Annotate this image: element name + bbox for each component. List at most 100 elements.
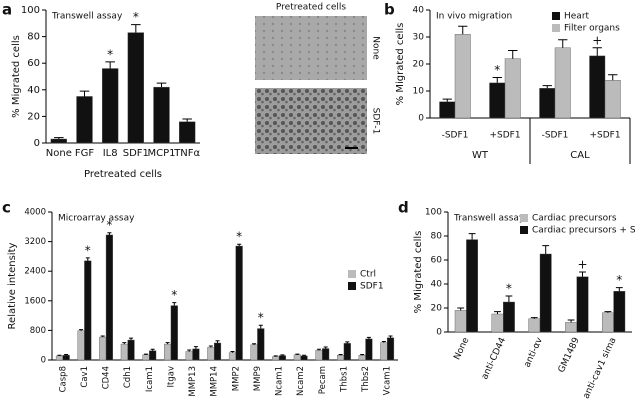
x-tick-label: Casp8 <box>58 366 68 392</box>
error-bar <box>79 329 84 331</box>
bar <box>503 301 515 333</box>
error-bar <box>150 348 155 351</box>
bar <box>454 34 471 119</box>
error-bar <box>64 353 69 356</box>
bar <box>127 32 144 144</box>
error-bar <box>323 346 328 349</box>
error-bar <box>237 243 242 247</box>
error-bar <box>542 85 552 89</box>
x-tick-label: Thbs1 <box>339 366 349 393</box>
x-tick-label: Pecam <box>318 366 328 394</box>
chart-title: Microarray assay <box>58 214 135 224</box>
y-tick-label: 10 <box>413 87 425 97</box>
bar <box>153 86 170 144</box>
error-bar <box>131 24 141 33</box>
y-tick-label: 40 <box>27 85 40 96</box>
error-bar <box>85 257 90 261</box>
legend-label: Ctrl <box>360 270 376 280</box>
chart-title: Transwell assay <box>453 214 525 224</box>
significance-marker: * <box>494 63 500 77</box>
y-tick-label: 20 <box>431 304 443 314</box>
bar <box>77 330 85 361</box>
y-tick-label: 100 <box>425 208 442 218</box>
bar <box>257 328 265 361</box>
error-bar <box>508 50 518 59</box>
bar <box>102 68 119 144</box>
error-bar <box>530 317 538 319</box>
bar <box>192 348 200 361</box>
legend-swatch <box>520 226 528 234</box>
x-tick-label: CD44 <box>102 366 112 389</box>
error-bar <box>57 354 62 356</box>
significance-marker: * <box>616 273 622 287</box>
error-bar <box>592 47 602 56</box>
error-bar <box>215 340 220 343</box>
bar <box>278 355 286 361</box>
error-bar <box>494 311 501 314</box>
y-tick-label: 4000 <box>24 208 46 218</box>
y-tick-label: 60 <box>431 256 443 266</box>
bar <box>439 101 456 119</box>
error-bar <box>505 295 513 302</box>
y-tick-label: 0 <box>41 356 46 366</box>
error-bar <box>252 343 257 345</box>
bar <box>127 339 135 361</box>
error-bar <box>54 137 64 140</box>
x-tick-label: SDF1 <box>123 148 149 159</box>
bar <box>365 338 373 361</box>
x-tick-label: IL8 <box>103 148 118 159</box>
bar <box>554 47 571 119</box>
panel-label: b <box>384 1 395 19</box>
error-bar <box>182 118 192 122</box>
x-tick-label: -SDF1 <box>542 131 569 141</box>
y-tick-label: 80 <box>27 32 40 43</box>
y-axis-label: Relative intensity <box>7 242 18 329</box>
bar <box>589 55 606 119</box>
y-tick-label: 0 <box>34 138 40 149</box>
x-axis-label: Pretreated cells <box>84 169 162 180</box>
y-tick-label: 1600 <box>24 296 46 306</box>
significance-marker: * <box>258 311 264 325</box>
bar <box>76 96 93 144</box>
significance-marker: + <box>577 258 587 272</box>
y-tick-label: 100 <box>21 5 40 16</box>
error-bar <box>258 324 263 329</box>
y-tick-label: 3200 <box>24 237 46 247</box>
x-tick-label: Thbs2 <box>361 366 371 393</box>
error-bar <box>366 336 371 339</box>
bar <box>179 121 196 144</box>
chart-title: In vivo migration <box>436 12 512 22</box>
legend-swatch <box>348 270 356 278</box>
bar <box>386 337 395 361</box>
image-label: SDF-1 <box>371 108 381 135</box>
y-tick-label: 60 <box>27 58 40 69</box>
micrograph <box>255 88 367 154</box>
group-label: CAL <box>570 150 590 161</box>
panel-label: c <box>2 199 11 217</box>
error-bar <box>345 341 350 344</box>
bar <box>62 354 70 361</box>
group-label: WT <box>472 150 489 161</box>
error-bar <box>295 353 300 355</box>
legend-label: Filter organs <box>564 24 620 34</box>
error-bar <box>230 350 235 353</box>
significance-marker: * <box>106 218 112 232</box>
chart-title: Transwell assay <box>51 12 123 22</box>
x-tick-label: +SDF1 <box>489 131 520 141</box>
x-tick-label: anti-CD44 <box>480 336 508 381</box>
error-bar <box>165 342 170 345</box>
error-bar <box>442 98 452 102</box>
error-bar <box>604 311 612 313</box>
bar <box>489 82 506 119</box>
x-tick-label: Cav1 <box>80 366 90 388</box>
y-axis-label: % Migrated cells <box>11 35 22 118</box>
error-bar <box>542 245 550 254</box>
error-bar <box>567 319 575 323</box>
bar <box>105 234 113 361</box>
error-bar <box>615 287 623 292</box>
significance-marker: + <box>592 33 602 47</box>
x-tick-label: anti-cav1 sima <box>581 336 618 400</box>
bar <box>504 58 521 119</box>
bar <box>50 138 67 144</box>
x-tick-label: MCP1 <box>147 148 175 159</box>
